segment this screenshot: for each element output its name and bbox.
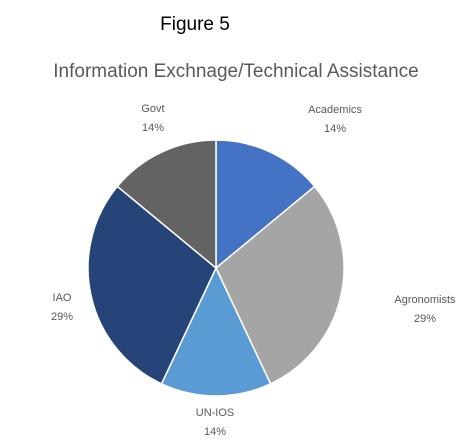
slice-label: IAO bbox=[53, 292, 72, 304]
pie-slice bbox=[87, 185, 217, 385]
slice-label: Agronomists bbox=[394, 294, 456, 306]
pie-slice bbox=[215, 139, 316, 270]
chart-title: Information Exchnage/Technical Assistanc… bbox=[53, 61, 418, 82]
slice-value-label: 29% bbox=[414, 313, 436, 325]
slice-label: Academics bbox=[308, 104, 362, 116]
figure-caption: Figure 5 bbox=[160, 14, 230, 35]
slice-value-label: 29% bbox=[51, 311, 73, 323]
slice-label: UN-IOS bbox=[196, 407, 235, 419]
slice-value-label: 14% bbox=[142, 122, 164, 134]
pie-slice bbox=[116, 139, 217, 270]
slice-label: Govt bbox=[141, 103, 164, 115]
pie-slice bbox=[160, 266, 272, 397]
slice-value-label: 14% bbox=[204, 426, 226, 438]
slice-value-label: 14% bbox=[324, 123, 346, 135]
